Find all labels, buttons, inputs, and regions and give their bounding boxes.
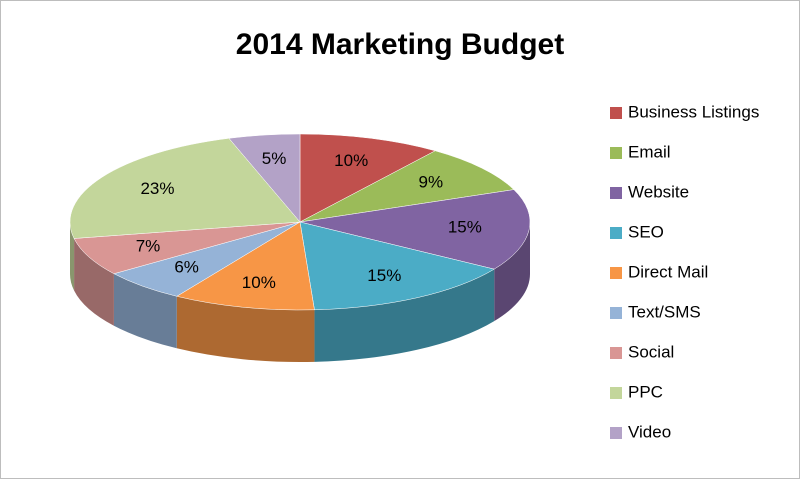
legend: Business Listings Email Website SEO Direct M… [610, 102, 759, 441]
legend-label: Social [628, 342, 674, 361]
slice [299, 189, 531, 270]
slice-side [176, 296, 315, 362]
legend-label: Video [628, 422, 671, 441]
slice-side [70, 222, 75, 291]
slice [299, 133, 436, 223]
slice-side [74, 238, 114, 326]
chart-title: 2014 Marketing Budget [236, 28, 564, 61]
legend-swatch [610, 307, 622, 319]
legend-swatch [610, 427, 622, 439]
legend-label: Business Listings [628, 102, 759, 121]
legend-swatch [610, 347, 622, 359]
data-label: 10% [242, 273, 276, 292]
slice [299, 150, 515, 223]
data-label: 15% [448, 217, 482, 236]
slice [299, 221, 495, 311]
data-label: 15% [367, 266, 401, 285]
slice [73, 221, 301, 274]
legend-label: SEO [628, 222, 664, 241]
legend-label: Text/SMS [628, 302, 701, 321]
data-label: 10% [334, 151, 368, 170]
legend-swatch [610, 227, 622, 239]
pie-tops [69, 133, 531, 311]
data-label: 5% [262, 149, 287, 168]
data-labels: 10% 9% 15% 15% 10% 6% 7% 23% 5% [136, 149, 482, 292]
legend-label: Direct Mail [628, 262, 708, 281]
slice [69, 138, 301, 239]
pie-sides [70, 222, 530, 362]
legend-swatch [610, 187, 622, 199]
data-label: 23% [140, 179, 174, 198]
legend-label: Website [628, 182, 689, 201]
legend-swatch [610, 107, 622, 119]
data-label: 6% [174, 258, 199, 277]
data-label: 7% [136, 237, 161, 256]
legend-label: Email [628, 142, 671, 161]
slice [176, 221, 315, 311]
slice [228, 133, 301, 223]
data-label: 9% [419, 173, 444, 192]
legend-label: PPC [628, 382, 663, 401]
legend-swatch [610, 267, 622, 279]
legend-swatch [610, 387, 622, 399]
legend-swatch [610, 147, 622, 159]
slice-side [314, 269, 495, 362]
